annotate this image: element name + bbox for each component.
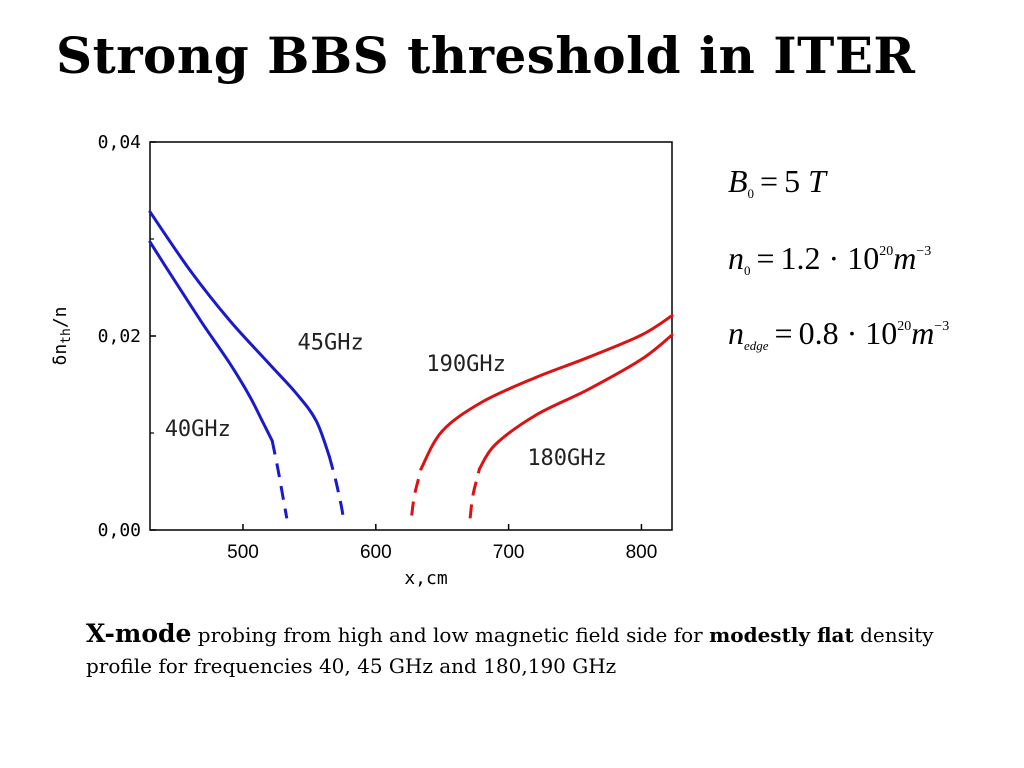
x-tick-label: 600 — [360, 542, 392, 563]
param-nedge-sub: edge — [744, 338, 769, 353]
caption-bold: modestly flat — [709, 623, 854, 647]
series-dashed-190ghz — [412, 469, 421, 516]
series-label-40ghz: 40GHz — [165, 417, 231, 442]
param-b0-value: 5 — [784, 163, 800, 199]
x-tick-label: 500 — [227, 542, 259, 563]
series-line-40ghz — [150, 242, 272, 441]
annotation-layer: 45GHz 190GHz 40GHz 180GHz — [165, 331, 607, 471]
param-b0-op: = — [760, 163, 778, 199]
caption-lead: X-mode — [86, 619, 191, 648]
plot-frame — [150, 142, 672, 530]
y-axis-label-tail: /n — [50, 306, 71, 328]
param-n0-unit-exp: −3 — [916, 244, 931, 259]
param-n0-sub: 0 — [744, 263, 751, 278]
y-axis-label-main: δn — [50, 344, 71, 366]
param-n0-symbol: n — [728, 240, 744, 276]
y-tick-label: 0,02 — [98, 326, 141, 347]
x-tick-label: 700 — [493, 542, 525, 563]
param-nedge-exp: 20 — [897, 319, 911, 334]
series-label-190ghz: 190GHz — [426, 352, 505, 377]
param-b0: B0 = 5 T — [728, 165, 826, 200]
slide-caption: X-mode probing from high and low magneti… — [86, 618, 991, 682]
y-axis-label: δnth/n — [50, 306, 74, 365]
series-dashed-40ghz — [272, 441, 287, 519]
param-b0-sub: 0 — [748, 186, 755, 201]
param-n0-unit: m — [893, 240, 916, 276]
series-layer — [150, 212, 672, 522]
param-n0: n0 = 1.2 · 1020m−3 — [728, 242, 931, 277]
param-nedge-unit: m — [911, 315, 934, 351]
series-label-45ghz: 45GHz — [298, 331, 364, 356]
y-tick-label: 0,04 — [98, 132, 141, 153]
plot-area-border — [150, 142, 672, 530]
param-b0-symbol: B — [728, 163, 748, 199]
param-n0-exp: 20 — [879, 244, 893, 259]
param-n0-op: = — [757, 240, 775, 276]
y-axis-ticks: 0,00 0,02 0,04 — [98, 132, 156, 541]
param-nedge-unit-exp: −3 — [934, 319, 949, 334]
param-nedge-value: 0.8 · 10 — [799, 315, 898, 351]
param-b0-unit: T — [808, 163, 826, 199]
param-nedge-symbol: n — [728, 315, 744, 351]
x-axis-label: x,cm — [404, 568, 447, 589]
param-nedge-op: = — [775, 315, 793, 351]
series-dashed-45ghz — [329, 456, 344, 522]
series-dashed-180ghz — [470, 469, 479, 519]
x-tick-label: 800 — [626, 542, 658, 563]
y-tick-label: 0,00 — [98, 520, 141, 541]
param-n0-value: 1.2 · 10 — [781, 240, 880, 276]
param-nedge: nedge = 0.8 · 1020m−3 — [728, 317, 949, 352]
caption-part1: probing from high and low magnetic field… — [191, 623, 709, 647]
y-axis-label-sub: th — [59, 328, 74, 344]
series-label-180ghz: 180GHz — [527, 446, 606, 471]
